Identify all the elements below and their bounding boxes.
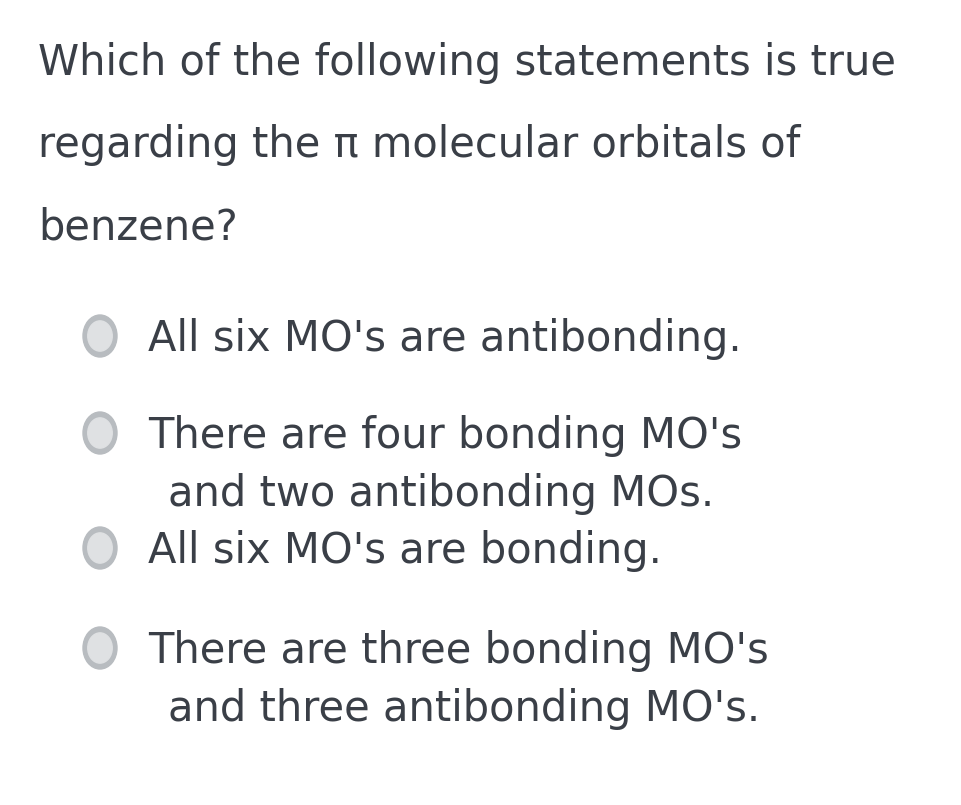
Text: benzene?: benzene? [38,206,237,248]
Ellipse shape [87,633,112,663]
Text: There are three bonding MO's: There are three bonding MO's [148,630,769,672]
Text: and three antibonding MO's.: and three antibonding MO's. [168,688,760,730]
Text: Which of the following statements is true: Which of the following statements is tru… [38,42,896,84]
Text: All six MO's are bonding.: All six MO's are bonding. [148,530,662,572]
Ellipse shape [83,315,117,357]
Ellipse shape [87,533,112,564]
Ellipse shape [83,412,117,454]
Text: There are four bonding MO's: There are four bonding MO's [148,415,742,457]
Ellipse shape [87,321,112,351]
Ellipse shape [83,627,117,669]
Text: regarding the π molecular orbitals of: regarding the π molecular orbitals of [38,124,801,166]
Text: and two antibonding MOs.: and two antibonding MOs. [168,473,714,515]
Ellipse shape [83,527,117,569]
Text: All six MO's are antibonding.: All six MO's are antibonding. [148,318,742,360]
Ellipse shape [87,418,112,448]
